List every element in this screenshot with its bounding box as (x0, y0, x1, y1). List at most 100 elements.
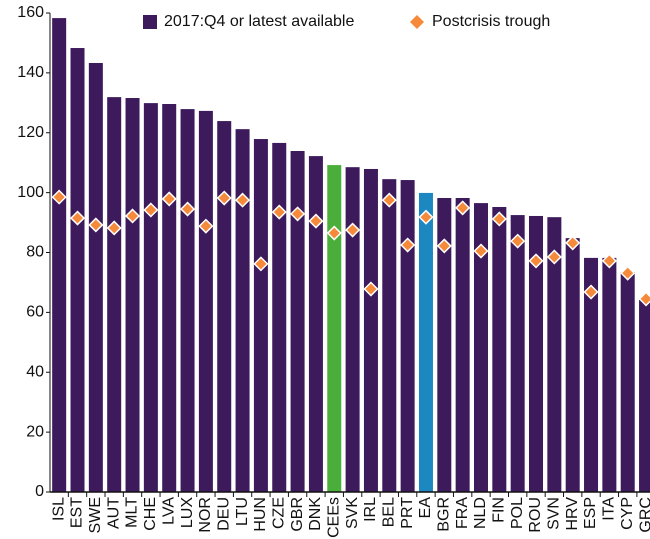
trough-marker (400, 237, 416, 253)
x-tick-label: FIN (491, 497, 508, 523)
x-tick-label: SVK (344, 497, 361, 529)
x-tick-label: BEL (381, 497, 398, 527)
x-tick-label: MLT (124, 497, 141, 528)
trough-marker (601, 253, 617, 269)
bar (290, 151, 305, 492)
bar (162, 104, 177, 492)
trough-marker (546, 249, 562, 265)
trough-marker (345, 222, 361, 238)
y-tick-label: 40 (26, 363, 44, 380)
x-tick-label: DEU (215, 497, 232, 531)
y-tick-label: 0 (35, 483, 44, 500)
trough-marker (455, 200, 471, 216)
trough-marker (271, 204, 287, 220)
x-tick-label: EA (417, 497, 434, 519)
trough-marker (638, 291, 650, 307)
x-tick-label: GBR (289, 497, 306, 532)
trough-marker (436, 238, 452, 254)
x-tick-label: CYP (619, 497, 636, 530)
legend-label: Postcrisis trough (432, 13, 550, 30)
y-tick-label: 100 (17, 184, 44, 201)
bar (565, 238, 580, 492)
trough-marker (620, 265, 636, 281)
x-tick-label: AUT (105, 497, 122, 529)
bar (143, 103, 158, 492)
trough-marker (326, 225, 342, 241)
trough-marker (565, 235, 581, 251)
y-tick-label: 160 (17, 4, 44, 21)
bar (272, 142, 287, 492)
bar (253, 139, 268, 493)
x-tick-label: FRA (454, 497, 471, 529)
x-tick-label: SVN (546, 497, 563, 530)
trough-marker (216, 190, 232, 206)
trough-marker (418, 209, 434, 225)
x-tick-label: HRV (564, 497, 581, 531)
legend-marker (410, 15, 424, 29)
bar (492, 206, 507, 492)
x-tick-label: POL (509, 497, 526, 529)
bar (639, 300, 650, 492)
x-tick-label: LVA (160, 497, 177, 525)
trough-marker (235, 192, 251, 208)
x-tick-label: ISL (50, 497, 67, 521)
bar (455, 198, 470, 493)
x-tick-label: CZE (270, 497, 287, 529)
bar (473, 203, 488, 492)
bar (125, 98, 140, 493)
bar (217, 121, 232, 492)
bar (602, 257, 617, 492)
x-tick-label: NLD (472, 497, 489, 529)
trough-marker (363, 281, 379, 297)
trough-marker (583, 284, 599, 300)
bar (180, 109, 195, 493)
x-tick-label: HUN (252, 497, 269, 532)
y-tick-label: 60 (26, 304, 44, 321)
x-tick-label: EST (69, 497, 86, 528)
x-tick-label: CEEs (325, 497, 342, 538)
legend-label: 2017:Q4 or latest available (164, 13, 354, 30)
y-tick-label: 140 (17, 64, 44, 81)
bar (52, 18, 67, 492)
x-tick-label: LUX (179, 497, 196, 528)
trough-marker (528, 253, 544, 269)
x-tick-label: PRT (399, 497, 416, 529)
x-tick-label: LTU (234, 497, 251, 526)
trough-marker (253, 256, 269, 272)
trough-marker (290, 206, 306, 222)
trough-marker (143, 202, 159, 218)
bar (198, 110, 213, 492)
trough-marker (161, 191, 177, 207)
bar (382, 179, 397, 492)
trough-marker (308, 213, 324, 229)
bar (327, 165, 342, 492)
bar (235, 129, 250, 492)
bar (308, 156, 323, 492)
bar (363, 168, 378, 493)
bar (88, 62, 103, 492)
x-tick-label: NOR (197, 497, 214, 533)
trough-marker (381, 192, 397, 208)
trough-marker (491, 211, 507, 227)
trough-marker (179, 201, 196, 217)
bar (620, 271, 635, 492)
x-tick-label: DNK (307, 497, 324, 531)
x-tick-label: ESP (582, 497, 599, 529)
bar (547, 217, 562, 492)
trough-marker (124, 208, 141, 224)
trough-marker (88, 217, 104, 233)
trough-marker (198, 218, 214, 234)
bar (345, 167, 360, 492)
bar (418, 192, 433, 492)
legend-marker (143, 15, 157, 29)
x-tick-label: GRC (637, 497, 650, 533)
x-tick-label: CHE (142, 497, 159, 531)
bar (70, 48, 85, 492)
y-tick-label: 20 (26, 423, 44, 440)
trough-marker (473, 243, 489, 259)
trough-marker (510, 233, 526, 249)
bar (584, 257, 599, 492)
y-tick-label: 120 (17, 124, 44, 141)
bar (107, 97, 122, 492)
